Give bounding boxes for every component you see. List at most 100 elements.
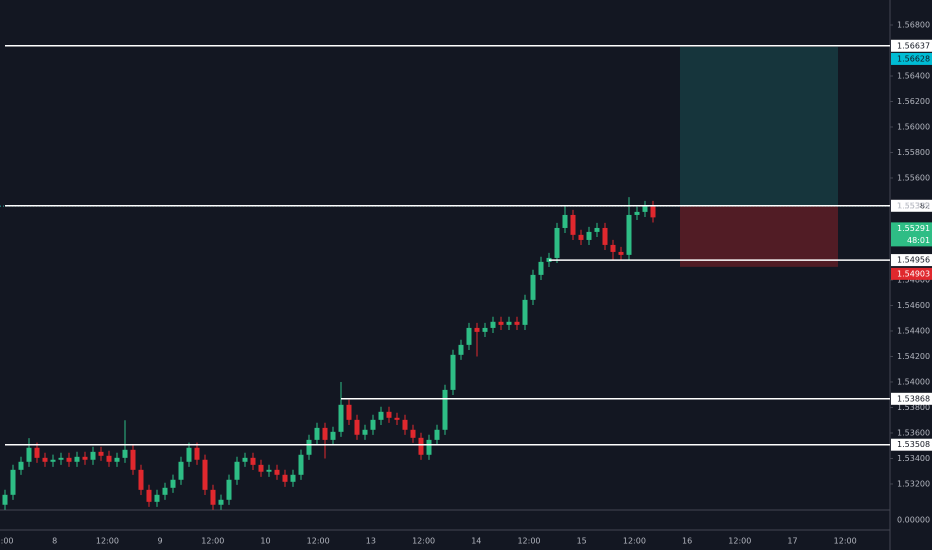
- level-label-box: [891, 39, 932, 52]
- candle-body: [610, 244, 616, 252]
- candle-body: [530, 274, 536, 300]
- candle-body: [650, 206, 656, 218]
- candle-body: [298, 454, 304, 475]
- x-tick-label: 12:00: [412, 537, 435, 546]
- x-tick-label: 15: [577, 537, 587, 546]
- candle-body: [498, 321, 504, 325]
- candle-body: [58, 457, 64, 460]
- x-tick-label: 9: [158, 537, 163, 546]
- candle-body: [442, 389, 448, 430]
- y-tick-label: 1.54200: [897, 352, 930, 361]
- candle-body: [162, 487, 168, 495]
- level-label-box: [891, 438, 932, 451]
- y-tick-label: 1.54600: [897, 301, 930, 310]
- y-tick-label: 1.53400: [897, 454, 930, 463]
- candle-body: [18, 461, 24, 470]
- candle-body: [218, 499, 224, 505]
- y-tick-label: 1.53800: [897, 403, 930, 412]
- candle-body: [506, 321, 512, 325]
- level-label: 1.53868: [897, 394, 930, 403]
- candle-body: [306, 439, 312, 455]
- candle-body: [98, 451, 104, 456]
- y-tick-label: 1.55600: [897, 173, 930, 182]
- candle-body: [154, 494, 160, 502]
- candle-body: [570, 214, 576, 235]
- x-tick-label: 12:00: [623, 537, 646, 546]
- level-label-box: [891, 392, 932, 405]
- candle-body: [82, 456, 88, 460]
- target-label: 1.56628: [897, 54, 930, 63]
- candle-body: [226, 479, 232, 500]
- candle-body: [178, 461, 184, 480]
- level-label: 1.54956: [897, 256, 930, 265]
- y-tick-label: 1.56400: [897, 71, 930, 80]
- candle-body: [322, 427, 328, 440]
- x-tick-label: 12:00: [834, 537, 857, 546]
- x-tick-label: 16: [682, 537, 692, 546]
- candle-body: [122, 449, 128, 458]
- candle-body: [378, 411, 384, 420]
- countdown-label: 48:01: [907, 236, 930, 245]
- candle-body: [602, 227, 608, 245]
- y-tick-label: 1.56200: [897, 97, 930, 106]
- candle-body: [202, 459, 208, 490]
- candle-body: [418, 437, 424, 455]
- candle-body: [626, 214, 632, 255]
- candle-body: [234, 461, 240, 480]
- x-tick-label: 12:00: [201, 537, 224, 546]
- candle-body: [410, 429, 416, 438]
- candle-body: [362, 429, 368, 435]
- candle-body: [562, 214, 568, 228]
- y-tick-label: 1.54000: [897, 377, 930, 386]
- level-label-box: [891, 254, 932, 267]
- stop-label: 1.54903: [897, 269, 930, 278]
- candle-body: [274, 469, 280, 475]
- candle-body: [370, 419, 376, 430]
- y-tick-label: 1.54800: [897, 275, 930, 284]
- last-price-box: [891, 222, 932, 247]
- x-tick-label: 17: [787, 537, 797, 546]
- candle-body: [434, 429, 440, 440]
- candle-body: [106, 455, 112, 462]
- x-tick-label: 14: [471, 537, 481, 546]
- y-tick-label: 1.56000: [897, 122, 930, 131]
- candle-body: [466, 327, 472, 345]
- candle-body: [258, 464, 264, 472]
- candle-body: [26, 447, 32, 462]
- candle-body: [594, 227, 600, 232]
- candle-body: [330, 431, 336, 440]
- candle-body: [634, 211, 640, 215]
- candle-body: [74, 456, 80, 462]
- y-tick-label: 1.55800: [897, 148, 930, 157]
- candle-body: [394, 417, 400, 420]
- candle-body: [66, 457, 72, 462]
- x-tick-label: 12:00: [517, 537, 540, 546]
- candle-body: [642, 206, 648, 212]
- candle-body: [186, 447, 192, 462]
- candle-body: [250, 457, 256, 465]
- candle-body: [114, 457, 120, 462]
- candle-body: [514, 321, 520, 325]
- candle-body: [130, 449, 136, 470]
- candle-body: [354, 419, 360, 435]
- candle-body: [586, 231, 592, 240]
- stop-label-box: [891, 267, 932, 280]
- candle-body: [242, 457, 248, 462]
- position-loss: [680, 206, 838, 267]
- candle-body: [42, 457, 48, 462]
- bid-label: 1.55379: [897, 202, 930, 211]
- candle-body: [346, 404, 352, 420]
- candle-body: [290, 474, 296, 482]
- target-label-box: [891, 52, 932, 65]
- candle-body: [402, 419, 408, 430]
- x-tick-label: 12:00: [96, 537, 119, 546]
- candle-body: [618, 251, 624, 255]
- last-price-label: 1.55291: [897, 224, 930, 233]
- y-tick-label: 1.54400: [897, 326, 930, 335]
- candle-body: [458, 344, 464, 355]
- candle-body: [314, 427, 320, 440]
- x-tick-label: 12:00: [307, 537, 330, 546]
- x-tick-label: 12:00: [0, 537, 14, 546]
